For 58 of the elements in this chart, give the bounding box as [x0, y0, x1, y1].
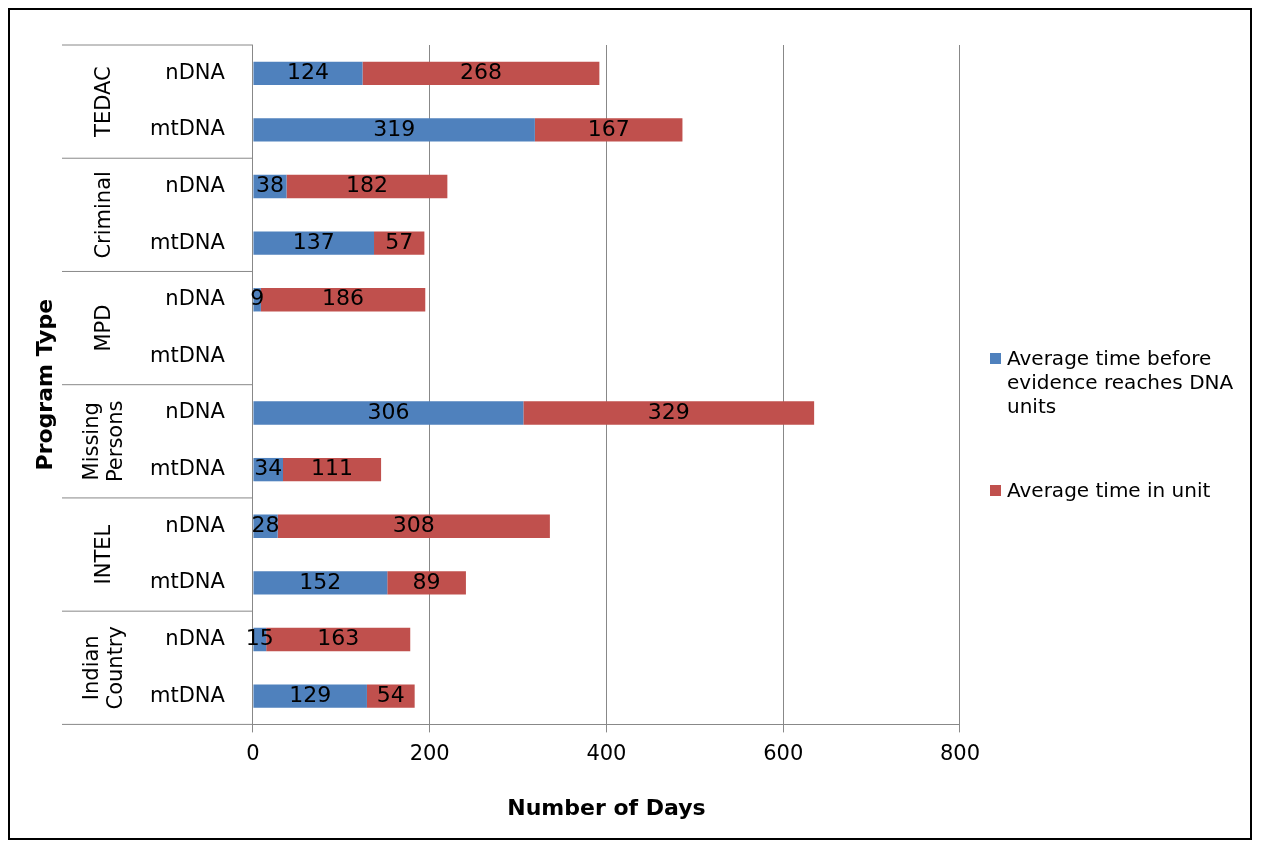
data-label: 306: [367, 398, 410, 424]
data-label: 319: [373, 115, 416, 141]
bar: [253, 231, 375, 255]
data-label: 308: [392, 511, 435, 537]
bar: [534, 118, 683, 142]
bar: [253, 401, 524, 425]
data-label: 54: [376, 681, 405, 707]
data-label: 186: [322, 285, 365, 311]
x-tick-label: 200: [409, 741, 450, 766]
text: INTEL: [91, 524, 116, 585]
text: MPD: [91, 304, 116, 352]
bar: [253, 571, 388, 595]
x-tick-label: 0: [246, 741, 260, 766]
bar: [286, 174, 448, 199]
bar: [277, 514, 550, 538]
legend-label: Average time before evidence reaches DNA units: [1007, 346, 1235, 418]
data-label: 124: [286, 59, 329, 85]
data-label: 111: [311, 455, 354, 481]
y-tick-label: mtDNA: [150, 116, 226, 141]
y-tick-label: nDNA: [165, 399, 226, 424]
data-label: 152: [299, 568, 342, 594]
y-tick-label: mtDNA: [150, 682, 226, 707]
bar: [362, 61, 600, 85]
data-label: 182: [345, 172, 388, 198]
y-axis-title: Program Type: [31, 298, 57, 471]
y-tick-label: nDNA: [165, 286, 226, 311]
y-tick-label: nDNA: [165, 625, 226, 650]
y-tick-label: nDNA: [165, 172, 226, 197]
y-tick-label: nDNA: [165, 59, 226, 84]
y-tick-label: mtDNA: [150, 229, 226, 254]
y-tick-label: nDNA: [165, 512, 226, 537]
data-label: 28: [251, 511, 280, 537]
text: Indian Country: [79, 626, 128, 710]
data-label: 57: [385, 228, 414, 254]
data-label: 268: [459, 59, 502, 85]
data-label: 129: [289, 681, 332, 707]
data-label: 34: [254, 455, 283, 481]
x-axis-title: Number of Days: [507, 794, 706, 820]
bar: [523, 401, 815, 425]
y-tick-label: mtDNA: [150, 342, 226, 367]
data-label: 137: [292, 228, 335, 254]
text: TEDAC: [91, 66, 116, 138]
data-label: 38: [255, 172, 284, 198]
data-label: 167: [587, 115, 630, 141]
y-tick-label: mtDNA: [150, 456, 226, 481]
x-tick-label: 800: [939, 741, 981, 766]
legend-label: Average time in unit: [1007, 478, 1211, 502]
data-label: 329: [647, 398, 690, 424]
x-tick-label: 600: [763, 741, 804, 766]
y-tick-label: mtDNA: [150, 569, 226, 594]
text: Missing Persons: [79, 400, 128, 483]
x-tick-label: 400: [586, 741, 627, 766]
bar: [387, 571, 466, 595]
bar: [253, 118, 535, 142]
data-label: 89: [412, 568, 441, 594]
text: Criminal: [91, 171, 116, 259]
data-label: 163: [317, 625, 360, 651]
bar: [253, 684, 367, 708]
